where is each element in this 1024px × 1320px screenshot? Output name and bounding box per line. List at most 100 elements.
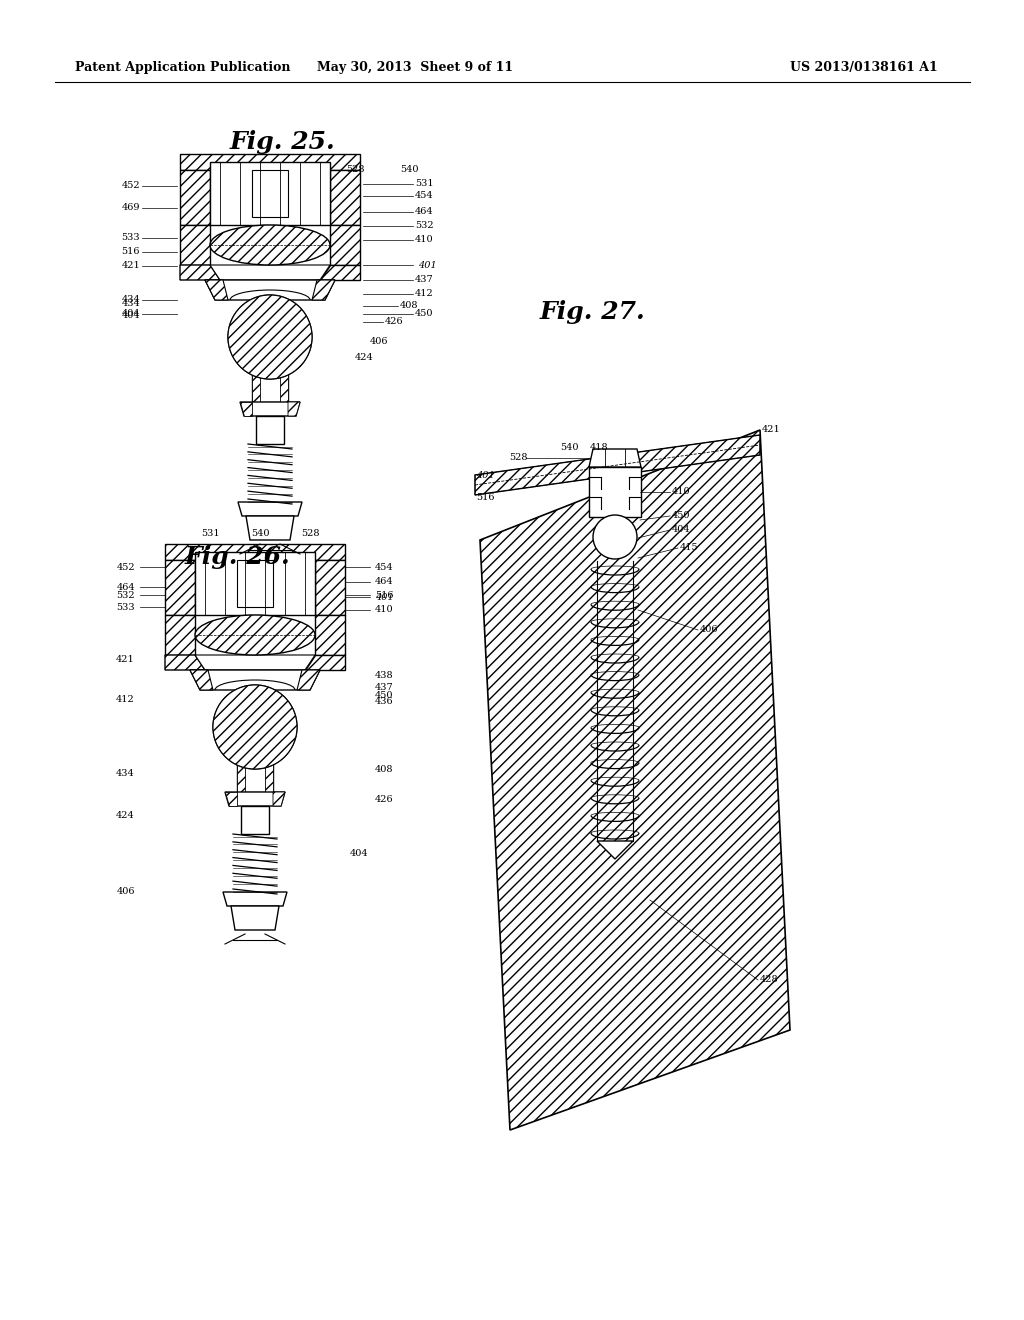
Text: 452: 452 [117, 562, 135, 572]
Polygon shape [480, 430, 790, 1130]
Text: 408: 408 [400, 301, 419, 310]
Text: 516: 516 [476, 494, 495, 503]
Text: 434: 434 [121, 296, 140, 305]
Text: 540: 540 [400, 165, 419, 174]
Text: 424: 424 [117, 812, 135, 821]
Text: 408: 408 [375, 764, 393, 774]
Polygon shape [190, 671, 319, 690]
Text: 421: 421 [117, 656, 135, 664]
Polygon shape [237, 560, 273, 607]
Text: 421: 421 [762, 425, 780, 434]
Polygon shape [256, 416, 284, 444]
Text: 410: 410 [672, 487, 690, 496]
Text: 436: 436 [375, 697, 393, 705]
Text: Patent Application Publication: Patent Application Publication [75, 62, 291, 74]
Text: US 2013/0138161 A1: US 2013/0138161 A1 [790, 62, 938, 74]
Text: Fig. 26.: Fig. 26. [185, 545, 291, 569]
Text: 426: 426 [375, 795, 393, 804]
Polygon shape [210, 162, 330, 224]
Text: 434: 434 [117, 770, 135, 779]
Text: 528: 528 [346, 165, 365, 174]
Text: 533: 533 [122, 234, 140, 243]
Text: 404: 404 [672, 525, 690, 535]
Polygon shape [240, 403, 252, 416]
Text: 404: 404 [122, 312, 140, 321]
Text: 437: 437 [375, 684, 394, 693]
Text: 406: 406 [700, 626, 719, 635]
Text: 401: 401 [476, 471, 495, 480]
Polygon shape [210, 265, 330, 280]
Text: 406: 406 [370, 338, 388, 346]
Text: 418: 418 [590, 444, 608, 453]
Polygon shape [180, 170, 210, 224]
Text: 438: 438 [375, 671, 393, 680]
Text: 533: 533 [117, 602, 135, 611]
Text: 410: 410 [415, 235, 433, 244]
Text: 424: 424 [355, 354, 374, 363]
Text: 454: 454 [415, 191, 433, 201]
Polygon shape [205, 280, 228, 300]
Polygon shape [252, 170, 288, 216]
Polygon shape [231, 906, 279, 931]
Polygon shape [319, 265, 360, 280]
Ellipse shape [228, 294, 312, 379]
Polygon shape [330, 170, 360, 224]
Text: 540: 540 [251, 529, 269, 539]
Polygon shape [288, 403, 300, 416]
Polygon shape [297, 671, 319, 690]
Polygon shape [241, 807, 269, 834]
Polygon shape [315, 615, 345, 655]
Text: 450: 450 [415, 309, 433, 318]
Polygon shape [475, 436, 760, 495]
Polygon shape [238, 502, 302, 516]
Polygon shape [205, 280, 335, 300]
Text: 401: 401 [418, 260, 437, 269]
Text: 464: 464 [415, 207, 433, 216]
Polygon shape [165, 560, 195, 615]
Text: 404: 404 [350, 850, 369, 858]
Text: 437: 437 [415, 276, 434, 285]
Circle shape [213, 685, 297, 770]
Polygon shape [195, 655, 315, 671]
Text: 540: 540 [560, 444, 579, 453]
Text: 528: 528 [301, 529, 319, 539]
Text: 532: 532 [415, 222, 433, 231]
Circle shape [228, 294, 312, 379]
Text: May 30, 2013  Sheet 9 of 11: May 30, 2013 Sheet 9 of 11 [317, 62, 513, 74]
Text: 412: 412 [117, 696, 135, 705]
Text: 516: 516 [122, 248, 140, 256]
Text: 464: 464 [117, 582, 135, 591]
Polygon shape [225, 792, 285, 807]
Polygon shape [280, 374, 288, 403]
Polygon shape [237, 764, 245, 792]
Polygon shape [240, 403, 300, 416]
Text: Fig. 25.: Fig. 25. [230, 129, 336, 154]
Text: 516: 516 [375, 590, 393, 599]
Polygon shape [165, 615, 195, 655]
Polygon shape [225, 792, 237, 807]
Polygon shape [330, 224, 360, 265]
Polygon shape [252, 374, 288, 403]
Text: 415: 415 [680, 544, 698, 553]
Polygon shape [315, 560, 345, 615]
Text: 412: 412 [415, 289, 434, 298]
Polygon shape [589, 467, 641, 517]
Text: 421: 421 [121, 261, 140, 271]
Text: 469: 469 [122, 203, 140, 213]
Polygon shape [312, 280, 335, 300]
Text: 532: 532 [117, 590, 135, 599]
Polygon shape [195, 552, 315, 615]
Text: 401: 401 [375, 593, 394, 602]
Text: 454: 454 [375, 562, 393, 572]
Polygon shape [180, 154, 360, 170]
Polygon shape [180, 224, 210, 265]
Ellipse shape [210, 224, 330, 265]
Polygon shape [252, 374, 260, 403]
Circle shape [593, 515, 637, 558]
Polygon shape [223, 892, 287, 906]
Ellipse shape [195, 615, 315, 655]
Text: 528: 528 [510, 454, 528, 462]
Polygon shape [265, 764, 273, 792]
Polygon shape [237, 764, 273, 792]
Polygon shape [165, 655, 205, 671]
